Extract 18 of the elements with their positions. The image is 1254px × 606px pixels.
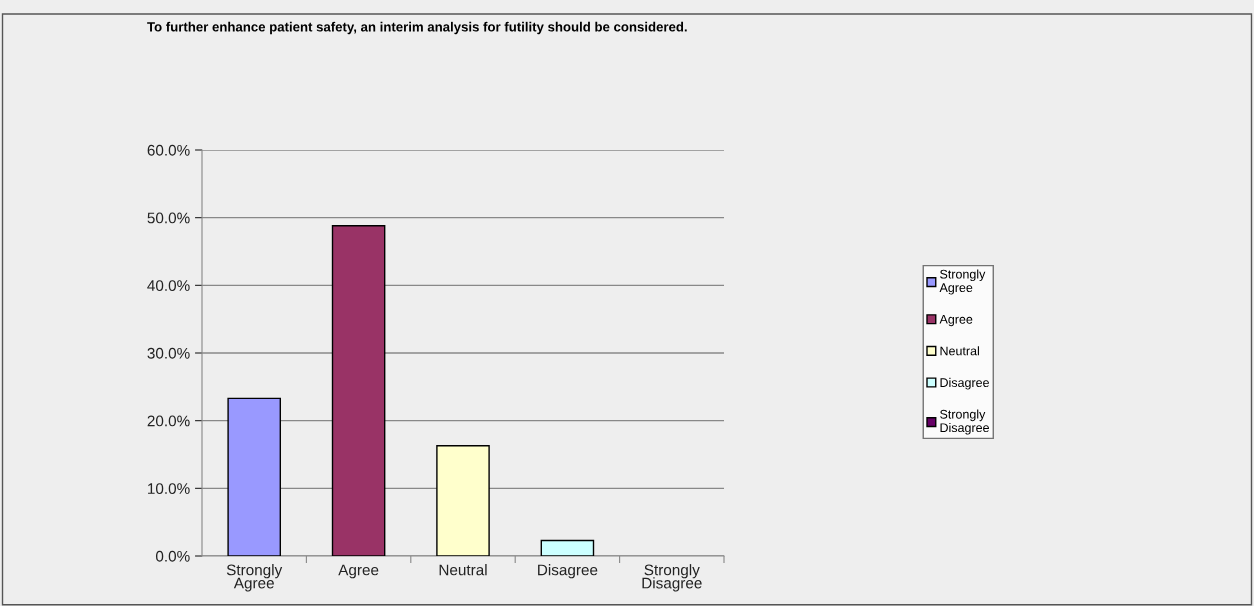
y-tick-label: 50.0% bbox=[147, 212, 190, 224]
x-tick-label: Strongly Disagree bbox=[642, 564, 702, 592]
y-tick-label: 40.0% bbox=[147, 280, 190, 292]
legend-label: Agree bbox=[939, 314, 973, 327]
x-tick-label: Disagree bbox=[538, 564, 598, 579]
legend-label: Strongly Disagree bbox=[940, 409, 989, 435]
y-tick-label: 10.0% bbox=[148, 483, 190, 495]
x-tick-label: Neutral bbox=[439, 564, 487, 576]
x-tick-label: Strongly Agree bbox=[226, 564, 283, 592]
y-tick-label: 0.0% bbox=[155, 550, 190, 562]
y-tick-label: 60.0% bbox=[147, 144, 190, 156]
legend-label: Neutral bbox=[940, 346, 979, 356]
y-tick-label: 30.0% bbox=[147, 347, 190, 359]
x-tick-label: Agree bbox=[338, 564, 379, 579]
legend-label: Strongly Agree bbox=[939, 269, 986, 295]
y-tick-label: 20.0% bbox=[147, 415, 190, 427]
legend-label: Disagree bbox=[940, 377, 989, 390]
chart-title: To further enhance patient safety, an interim analysis for futility should be considered. bbox=[147, 21, 687, 35]
